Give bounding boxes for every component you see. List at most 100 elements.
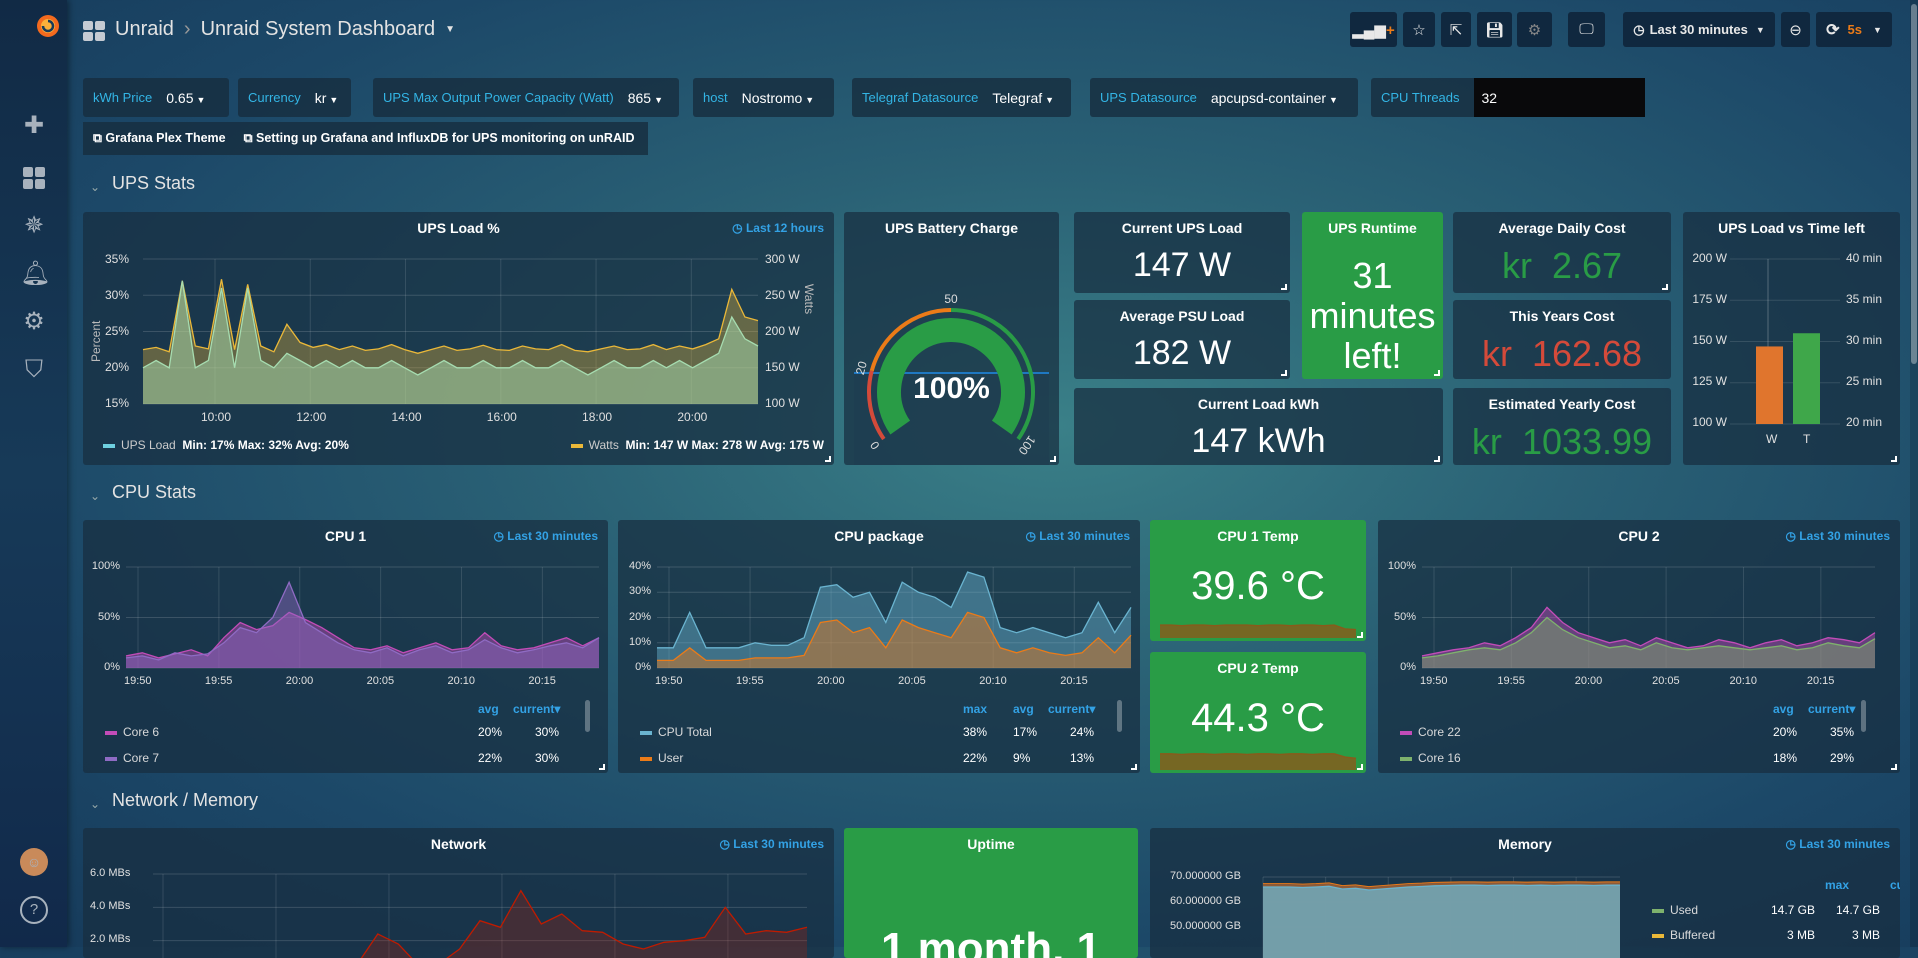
- memory-graph[interactable]: [1262, 876, 1620, 958]
- time-range-label: Last 30 minutes: [1649, 22, 1748, 37]
- legend-scrollbar[interactable]: [585, 700, 590, 732]
- zoom-out-button[interactable]: ⊖: [1781, 12, 1810, 47]
- resize-handle[interactable]: [1434, 370, 1440, 376]
- var-kwh-price[interactable]: kWh Price 0.65 ▼: [83, 78, 229, 117]
- resize-handle[interactable]: [1050, 456, 1056, 462]
- legend-watts[interactable]: Watts Min: 147 W Max: 278 W Avg: 175 W: [570, 438, 824, 452]
- dashboards-icon[interactable]: [20, 164, 48, 192]
- resize-handle[interactable]: [1891, 764, 1897, 770]
- bell-icon[interactable]: 🔔︎: [20, 260, 51, 287]
- panel-title[interactable]: Current UPS Load: [1121, 220, 1243, 236]
- page-scrollbar[interactable]: [1910, 0, 1918, 947]
- var-ups-max-output[interactable]: UPS Max Output Power Capacity (Watt) 865 ▼: [373, 78, 679, 117]
- legend-row[interactable]: CPU Total: [640, 725, 712, 739]
- star-button[interactable]: ☆: [1403, 12, 1435, 47]
- grafana-logo-icon[interactable]: [20, 12, 59, 40]
- legend-row[interactable]: Buffered: [1652, 928, 1715, 942]
- row-network-memory[interactable]: Network / Memory: [112, 790, 259, 810]
- avatar[interactable]: ☺: [20, 848, 48, 876]
- ups-load-graph[interactable]: [142, 258, 759, 405]
- panel-title[interactable]: Average PSU Load: [1119, 308, 1245, 324]
- cpu-threads-input[interactable]: 32: [1473, 78, 1645, 117]
- x-tick: 20:00: [285, 675, 314, 687]
- chevron-down-icon[interactable]: ⌄: [90, 797, 101, 811]
- y-tick: 6.0 MBs: [90, 867, 131, 879]
- plus-icon[interactable]: ✚: [23, 112, 45, 139]
- panel-title[interactable]: This Years Cost: [1509, 308, 1615, 324]
- x-tick: 19:50: [655, 675, 683, 687]
- link-plex-theme[interactable]: ⧉ Grafana Plex Theme: [93, 131, 226, 145]
- pkg-graph[interactable]: [657, 566, 1132, 669]
- refresh-button[interactable]: ⟳ 5s ▼: [1816, 12, 1892, 47]
- dashboard-title[interactable]: Unraid System Dashboard: [200, 18, 436, 40]
- chevron-down-icon[interactable]: ⌄: [90, 180, 101, 194]
- y-tick: 100%: [91, 560, 120, 572]
- resize-handle[interactable]: [1434, 456, 1440, 462]
- legend-scrollbar[interactable]: [1861, 700, 1866, 732]
- resize-handle[interactable]: [1662, 284, 1668, 290]
- network-graph[interactable]: [153, 873, 808, 958]
- resize-handle[interactable]: [1281, 284, 1287, 290]
- var-value: kr ▼: [314, 89, 339, 106]
- legend-ups-load[interactable]: UPS Load Min: 17% Max: 32% Avg: 20%: [103, 438, 349, 452]
- var-telegraf-datasource[interactable]: Telegraf Datasource Telegraf ▼: [852, 78, 1071, 117]
- panel-title[interactable]: Average Daily Cost: [1498, 220, 1626, 236]
- resize-handle[interactable]: [599, 764, 605, 770]
- gear-icon[interactable]: ⚙: [23, 308, 45, 335]
- panel-title[interactable]: UPS Runtime: [1328, 220, 1417, 236]
- sparkline-line: [1160, 753, 1357, 759]
- resize-handle[interactable]: [1281, 370, 1287, 376]
- panel-title[interactable]: CPU 1 Temp: [1217, 528, 1299, 544]
- link-ups-guide[interactable]: ⧉ Setting up Grafana and InfluxDB for UP…: [243, 131, 635, 145]
- tv-mode-button[interactable]: 🖵: [1568, 12, 1605, 47]
- folder-link[interactable]: Unraid: [115, 18, 174, 40]
- legend-col-header: max: [1825, 878, 1850, 892]
- chevron-down-icon[interactable]: ⌄: [90, 489, 101, 503]
- chevron-down-icon[interactable]: ▼: [445, 24, 456, 35]
- panel-title[interactable]: Memory: [1498, 836, 1552, 852]
- panel-title[interactable]: CPU package: [834, 528, 924, 544]
- load-vs-time-bar-chart[interactable]: [1730, 258, 1840, 425]
- resize-handle[interactable]: [1131, 764, 1137, 770]
- explore-compass-icon[interactable]: ✵: [23, 212, 45, 239]
- legend-row[interactable]: Core 6: [105, 725, 159, 739]
- time-picker[interactable]: ◷ Last 30 minutes ▼: [1623, 12, 1775, 47]
- resize-handle[interactable]: [1891, 456, 1897, 462]
- panel-title[interactable]: Estimated Yearly Cost: [1488, 396, 1636, 412]
- panel-title[interactable]: Uptime: [967, 836, 1015, 852]
- legend-row[interactable]: Core 22: [1400, 725, 1461, 739]
- row-cpu-stats[interactable]: CPU Stats: [112, 482, 197, 502]
- var-host[interactable]: host Nostromo ▼: [693, 78, 834, 117]
- legend-row[interactable]: Core 16: [1400, 751, 1461, 765]
- legend-col-header: current▾: [1048, 702, 1096, 716]
- shield-icon[interactable]: ⛉: [25, 356, 43, 383]
- panel-title[interactable]: UPS Battery Charge: [884, 220, 1019, 236]
- panel-title[interactable]: UPS Load vs Time left: [1718, 220, 1865, 236]
- settings-button[interactable]: ⚙: [1517, 12, 1552, 47]
- var-ups-datasource[interactable]: UPS Datasource apcupsd-container ▼: [1090, 78, 1358, 117]
- legend-row[interactable]: User: [640, 751, 683, 765]
- legend-row[interactable]: Used: [1652, 903, 1698, 917]
- resize-handle[interactable]: [825, 456, 831, 462]
- row-ups-stats[interactable]: UPS Stats: [112, 173, 196, 193]
- legend-row[interactable]: Core 7: [105, 751, 159, 765]
- add-panel-button[interactable]: ▂▄▆+: [1350, 12, 1397, 47]
- help-icon[interactable]: ?: [20, 896, 48, 924]
- scrollbar-thumb[interactable]: [1911, 4, 1917, 364]
- panel-title[interactable]: Current Load kWh: [1197, 396, 1320, 412]
- legend-scrollbar[interactable]: [1117, 700, 1122, 732]
- panel-title[interactable]: CPU 2: [1618, 528, 1660, 544]
- cpu2-graph[interactable]: [1421, 566, 1876, 669]
- cpu1-graph[interactable]: [125, 566, 600, 669]
- stat-value: 182 W: [1132, 334, 1232, 372]
- panel-title[interactable]: UPS Load %: [417, 220, 500, 236]
- y-tick: 0%: [635, 661, 651, 673]
- resize-handle[interactable]: [1357, 764, 1363, 770]
- panel-title[interactable]: CPU 2 Temp: [1217, 660, 1299, 676]
- panel-title[interactable]: Network: [430, 836, 487, 852]
- save-button[interactable]: 💾︎: [1477, 12, 1512, 47]
- panel-title[interactable]: CPU 1: [324, 528, 367, 544]
- share-button[interactable]: ⇱: [1441, 12, 1471, 47]
- var-currency[interactable]: Currency kr ▼: [238, 78, 351, 117]
- resize-handle[interactable]: [1357, 632, 1363, 638]
